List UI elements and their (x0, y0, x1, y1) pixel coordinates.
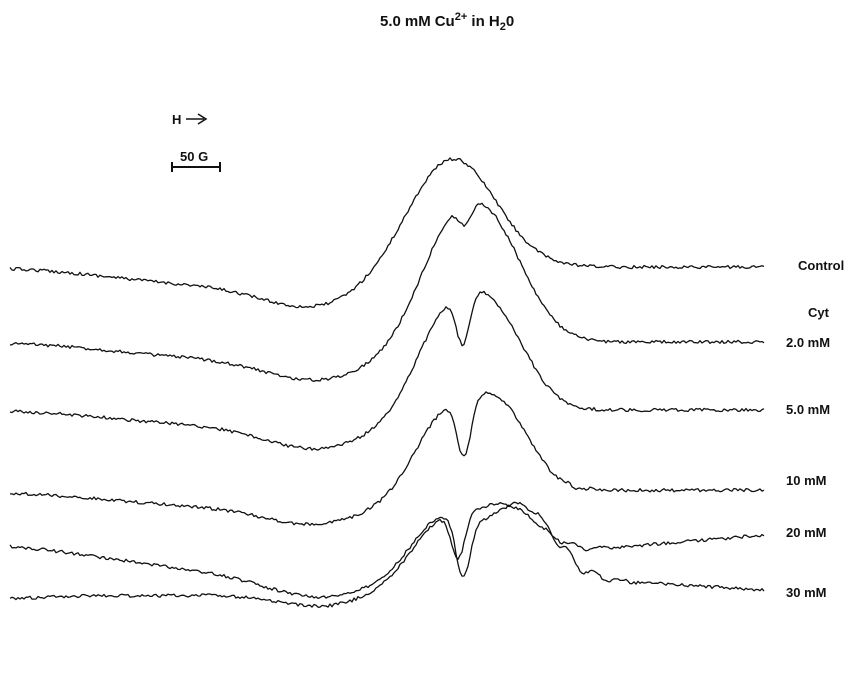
spectra-traces (9, 157, 765, 608)
series-label-6: 30 mM (786, 585, 826, 600)
series-label-1: Control (798, 258, 844, 273)
field-direction-indicator: H (172, 112, 208, 127)
scale-bar-label: 50 G (180, 149, 208, 164)
chart-title: 5.0 mM Cu2+ in H20 (380, 11, 514, 33)
field-label: H (172, 112, 181, 127)
series-label-3: 5.0 mM (786, 402, 830, 417)
series-labels: Control 2.0 mM 5.0 mM 10 mM 20 mM 30 mM (786, 258, 844, 600)
spectrum-trace-1 (9, 157, 765, 309)
series-label-2: 2.0 mM (786, 335, 830, 350)
field-arrow-head-icon (197, 113, 208, 125)
spectrum-trace-5 (9, 501, 765, 600)
spectrum-trace-6 (9, 501, 765, 608)
spectrum-trace-2 (9, 202, 765, 383)
group-label-cyt: Cyt (808, 305, 830, 320)
series-label-4: 10 mM (786, 473, 826, 488)
scale-bar: 50 G (171, 149, 221, 172)
series-label-5: 20 mM (786, 525, 826, 540)
spectrum-trace-3 (9, 290, 765, 451)
spectrum-trace-4 (10, 391, 765, 526)
